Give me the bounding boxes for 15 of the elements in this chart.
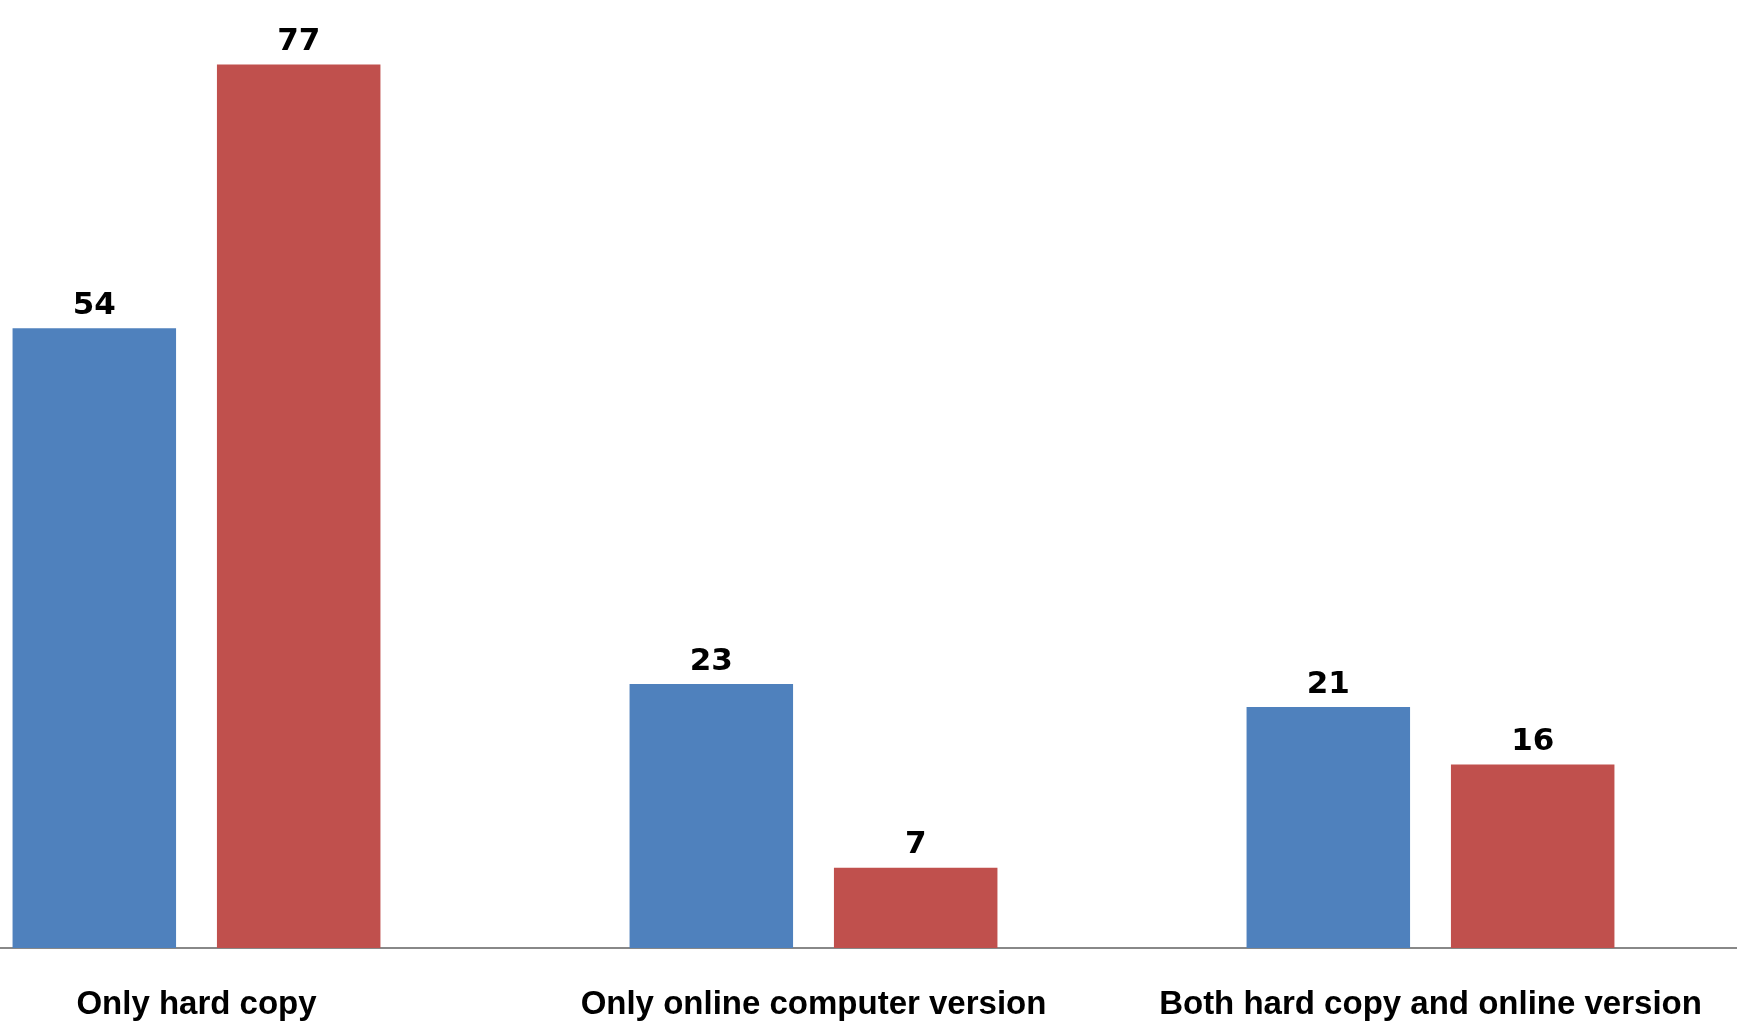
data-label: 16 (1511, 720, 1555, 757)
data-label: 54 (72, 284, 116, 321)
bar (833, 867, 998, 948)
bar (216, 64, 381, 948)
x-tick-label: Only online computer version (580, 984, 1047, 1021)
x-tick-label: Only hard copy (76, 984, 318, 1021)
x-tick-label: Both hard copy and online version (1159, 984, 1702, 1021)
bar (629, 684, 794, 948)
bar (12, 328, 177, 948)
data-label: 77 (277, 20, 321, 57)
data-label: 7 (904, 824, 927, 861)
bar (1246, 707, 1411, 948)
data-label: 21 (1306, 663, 1350, 700)
bar (1450, 764, 1615, 948)
data-label: 23 (689, 640, 733, 677)
